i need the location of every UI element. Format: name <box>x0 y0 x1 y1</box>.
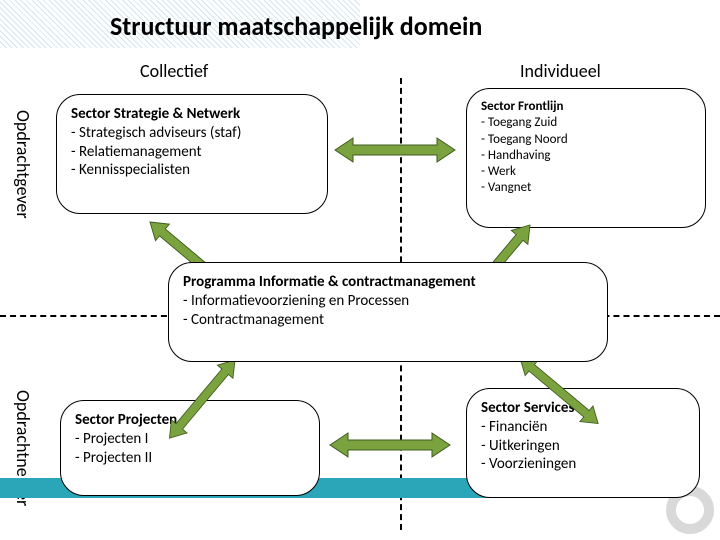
box-heading: Sector Strategie & Netwerk <box>71 105 240 123</box>
column-label-left: Collectief <box>140 60 208 82</box>
box-item: - Projecten II <box>75 449 152 467</box>
box-item: - Contractmanagement <box>183 311 324 329</box>
box-item: - Strategisch adviseurs (staf) <box>71 124 241 142</box>
box-services: Sector Services - Financiën - Uitkeringe… <box>466 388 700 498</box>
box-item: - Relatiemanagement <box>71 143 201 161</box>
box-item: - Projecten I <box>75 430 148 448</box>
box-item: - Toegang Noord <box>481 132 568 147</box>
box-item: - Handhaving <box>481 148 551 163</box>
box-item: - Uitkeringen <box>481 437 560 455</box>
box-item: - Toegang Zuid <box>481 115 557 130</box>
box-programma-informatie: Programma Informatie & contractmanagemen… <box>168 262 608 362</box>
box-heading: Sector Projecten <box>75 411 177 429</box>
title-band: Structuur maatschappelijk domein <box>0 0 720 68</box>
box-item: - Werk <box>481 164 516 179</box>
box-heading: Programma Informatie & contractmanagemen… <box>183 273 476 291</box>
column-label-right: Individueel <box>520 60 601 82</box>
row-label-top: Opdrachtgever <box>12 110 34 250</box>
box-heading: Sector Frontlijn <box>481 99 564 114</box>
box-item: - Vangnet <box>481 180 531 195</box>
box-frontlijn: Sector Frontlijn - Toegang Zuid - Toegan… <box>466 88 706 228</box>
box-item: - Kennisspecialisten <box>71 161 190 179</box>
box-heading: Sector Services <box>481 399 574 417</box>
box-item: - Financiën <box>481 418 547 436</box>
box-projecten: Sector Projecten - Projecten I - Project… <box>60 400 320 496</box>
page-title: Structuur maatschappelijk domein <box>110 10 482 42</box>
row-label-bottom: Opdrachtnemer <box>12 390 34 530</box>
box-strategie-netwerk: Sector Strategie & Netwerk - Strategisch… <box>56 94 328 214</box>
box-item: - Voorzieningen <box>481 455 576 473</box>
box-item: - Informatievoorziening en Processen <box>183 292 409 310</box>
